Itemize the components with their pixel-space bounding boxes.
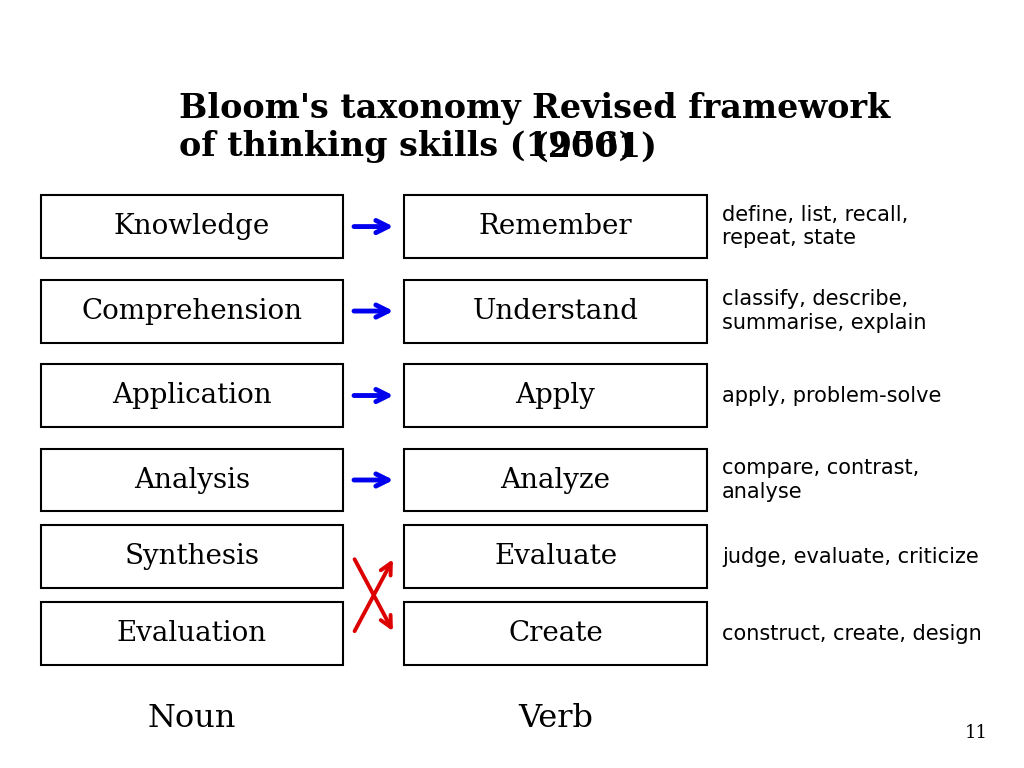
Text: Revised framework
(2001): Revised framework (2001) [532, 92, 891, 164]
Text: compare, contrast,
analyse: compare, contrast, analyse [722, 458, 920, 502]
Bar [41, 525, 343, 588]
Text: construct, create, design: construct, create, design [722, 624, 982, 644]
Text: Application: Application [113, 382, 271, 409]
Bar [41, 602, 343, 665]
Text: Bloom's taxonomy
of thinking skills (1956): Bloom's taxonomy of thinking skills (195… [179, 92, 635, 164]
Text: Remember: Remember [478, 213, 633, 240]
Text: classify, describe,
summarise, explain: classify, describe, summarise, explain [722, 290, 927, 333]
Bar [404, 195, 707, 258]
Text: Understand: Understand [472, 297, 639, 325]
Bar [404, 602, 707, 665]
Text: apply, problem-solve: apply, problem-solve [722, 386, 941, 406]
Bar [41, 195, 343, 258]
Text: Create: Create [508, 620, 603, 647]
Text: Evaluate: Evaluate [494, 543, 617, 571]
Bar [41, 449, 343, 511]
Text: Synthesis: Synthesis [125, 543, 259, 571]
Text: Verb: Verb [518, 703, 593, 733]
Text: Analysis: Analysis [134, 466, 250, 494]
Text: Knowledge: Knowledge [114, 213, 270, 240]
Text: Noun: Noun [147, 703, 237, 733]
Text: 11: 11 [966, 724, 988, 743]
Text: Comprehension: Comprehension [82, 297, 302, 325]
Text: Apply: Apply [515, 382, 596, 409]
Text: Evaluation: Evaluation [117, 620, 267, 647]
Text: judge, evaluate, criticize: judge, evaluate, criticize [722, 547, 979, 567]
Text: Analyze: Analyze [501, 466, 610, 494]
Text: define, list, recall,
repeat, state: define, list, recall, repeat, state [722, 205, 908, 248]
Bar [404, 525, 707, 588]
Bar [404, 449, 707, 511]
Bar [404, 364, 707, 427]
Bar [41, 280, 343, 343]
Bar [41, 364, 343, 427]
Bar [404, 280, 707, 343]
